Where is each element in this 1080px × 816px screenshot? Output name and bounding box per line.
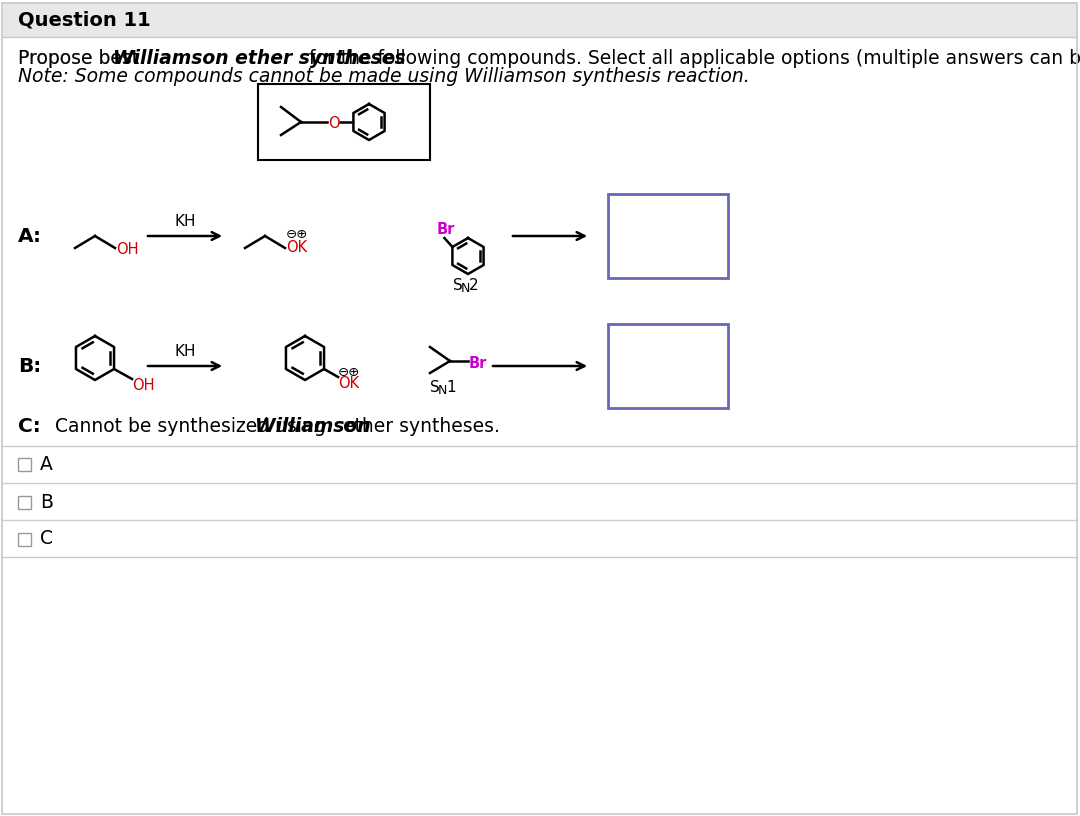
Text: Williamson: Williamson [255,416,370,436]
Text: Br: Br [469,356,487,370]
Text: B:: B: [18,357,41,375]
Text: C: C [40,530,53,548]
Text: Note: Some compounds cannot be made using Williamson synthesis reaction.: Note: Some compounds cannot be made usin… [18,66,750,86]
Text: for the following compounds. Select all applicable options (multiple answers can: for the following compounds. Select all … [303,50,1080,69]
Bar [18,458,31,471]
Text: ⊖⊕: ⊖⊕ [338,366,361,379]
Text: B: B [40,493,53,512]
Bar [2,2,1077,37]
Text: Br: Br [436,221,455,237]
Text: Question 11: Question 11 [18,11,151,29]
Text: 2: 2 [469,278,478,294]
Bar [18,533,31,546]
Bar [608,324,728,408]
Text: 1: 1 [446,380,456,396]
Text: N: N [438,384,447,397]
Text: OH: OH [116,242,138,258]
Text: OK: OK [338,376,360,392]
Text: Propose best: Propose best [18,50,145,69]
Text: N: N [461,282,471,295]
Text: ⊖⊕: ⊖⊕ [286,228,308,241]
Text: S: S [430,380,440,396]
Text: KH: KH [174,215,195,229]
Bar [18,496,31,509]
Text: S: S [453,278,462,294]
Bar [608,194,728,278]
Text: KH: KH [174,344,195,360]
Text: A: A [40,455,53,473]
Text: OH: OH [132,379,154,393]
Text: C:: C: [18,416,41,436]
Text: Williamson ether syntheses: Williamson ether syntheses [113,50,406,69]
Bar [258,84,430,160]
Text: ether syntheses.: ether syntheses. [337,416,500,436]
Text: Propose best: Propose best [18,50,145,69]
Text: Propose best: Propose best [18,50,145,69]
Text: Cannot be synthesized using: Cannot be synthesized using [55,416,332,436]
Text: A:: A: [18,227,42,246]
Text: OK: OK [286,240,307,255]
Text: O: O [328,116,339,131]
